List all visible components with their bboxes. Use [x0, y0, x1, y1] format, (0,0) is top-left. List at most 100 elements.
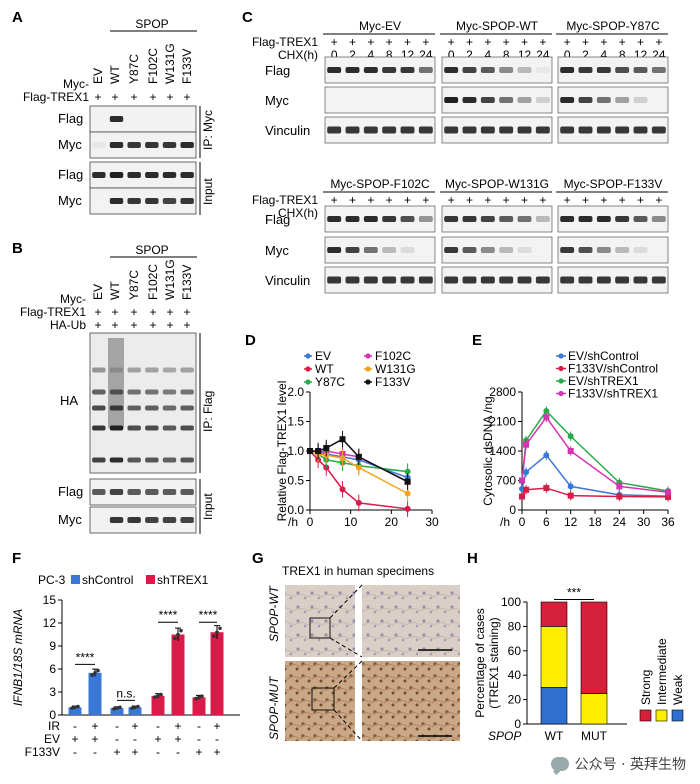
- replicate-dot: [115, 706, 119, 710]
- y-tick-label: 9: [49, 639, 56, 653]
- y-axis-label-line: (TREX1 staining): [487, 617, 501, 708]
- sign: +: [386, 35, 393, 49]
- ha-row-label: HA: [60, 393, 78, 408]
- sign: +: [367, 35, 374, 49]
- blot-band: [92, 389, 106, 395]
- zoom-line: [329, 637, 363, 658]
- data-point: [339, 486, 346, 493]
- sign: +: [111, 318, 118, 332]
- y-tick-label: 0.0: [287, 503, 304, 517]
- sign: +: [466, 35, 473, 49]
- x-axis-label: /h: [288, 515, 298, 529]
- blot-strip: [89, 161, 197, 189]
- blot-band: [180, 405, 194, 411]
- blot-band: [480, 276, 495, 284]
- group-label: Myc-SPOP-W131G: [445, 177, 549, 191]
- blot-band: [127, 142, 141, 148]
- sign: +: [94, 305, 101, 319]
- blot-band: [127, 517, 141, 523]
- chart-f: 0 3 6 9 12 15 IFNB1/18S mRNA shControl shTREX1 **…: [11, 573, 240, 759]
- blot-band: [578, 67, 593, 73]
- blot-band: [92, 142, 106, 148]
- y-axis-label: IFNB1/18S mRNA: [11, 609, 25, 706]
- y-tick-label: 12: [43, 616, 57, 630]
- replicate-dot: [73, 705, 77, 710]
- blot-band: [127, 489, 141, 495]
- panel-f: F PC-3 0 3 6 9 12 15 IFNB1/18S mRNA shControl sh…: [11, 550, 240, 759]
- x-tick-label: MUT: [581, 729, 608, 743]
- bar: [192, 697, 206, 715]
- replicate-dot: [173, 636, 177, 641]
- sign: +: [386, 193, 393, 207]
- blot-band: [480, 216, 495, 222]
- bar: [151, 695, 165, 715]
- data-point: [543, 452, 550, 459]
- sign: -: [156, 745, 160, 759]
- panel-g: G TREX1 in human specimens SPOP-WT SPOP-…: [252, 550, 460, 742]
- trex-label: Flag-TREX1: [20, 305, 86, 319]
- blot-row-label: Vinculin: [265, 273, 310, 288]
- blot-band: [596, 276, 611, 284]
- replicate-dot: [136, 704, 140, 709]
- blot-band: [578, 276, 593, 284]
- legend-label: shControl: [82, 573, 133, 587]
- bar: [68, 707, 82, 715]
- panel-e-letter: E: [472, 332, 482, 349]
- y-tick-label: 40: [508, 668, 522, 682]
- replicate-dot: [176, 632, 180, 637]
- blot-band: [180, 489, 194, 495]
- blot-band: [162, 367, 177, 373]
- replicate-dot: [118, 705, 122, 710]
- data-point: [519, 477, 525, 484]
- blot-band: [127, 425, 141, 431]
- blot-strip: [324, 205, 436, 233]
- condition-label: EV: [44, 732, 60, 746]
- timepoint: 8: [386, 48, 393, 62]
- sign: +: [149, 90, 156, 104]
- replicate-dot: [93, 671, 97, 675]
- replicate-dot: [112, 707, 116, 711]
- blot-band: [180, 457, 194, 463]
- sign: +: [91, 719, 98, 733]
- blot-strip: [557, 266, 669, 294]
- blot-band: [162, 457, 177, 463]
- blot-band: [145, 367, 159, 373]
- blot-band: [560, 276, 575, 284]
- sign: +: [166, 305, 173, 319]
- replicate-dot: [194, 696, 198, 701]
- blot-band: [480, 97, 495, 103]
- data-point: [616, 483, 623, 490]
- blot-band: [651, 276, 666, 284]
- sign: +: [94, 318, 101, 332]
- sign: +: [166, 318, 173, 332]
- blot-band: [535, 126, 550, 134]
- x-axis-label: /h: [500, 515, 510, 529]
- sign: +: [600, 35, 607, 49]
- blot-strip: [557, 86, 669, 114]
- data-point: [567, 483, 574, 490]
- legend-label: WT: [315, 362, 334, 376]
- bar: [128, 707, 142, 715]
- sign: +: [154, 732, 161, 746]
- blot-band: [560, 97, 575, 103]
- sign: +: [331, 35, 338, 49]
- y-tick-label: 20: [508, 693, 522, 707]
- x-tick-label: 24: [613, 515, 627, 529]
- replicate-dot: [90, 673, 94, 677]
- blot-band: [109, 405, 124, 411]
- sign: -: [73, 719, 77, 733]
- blot-band: [517, 216, 532, 222]
- sign: +: [582, 35, 589, 49]
- blot-band: [180, 198, 194, 204]
- y-tick-label: 0: [514, 717, 521, 731]
- legend-swatch: [639, 709, 652, 722]
- sign: +: [213, 719, 220, 733]
- blot-band: [578, 97, 593, 103]
- blot-band: [109, 457, 124, 463]
- blot-band: [535, 67, 550, 73]
- blot-band: [162, 425, 177, 431]
- blot-band: [418, 67, 433, 73]
